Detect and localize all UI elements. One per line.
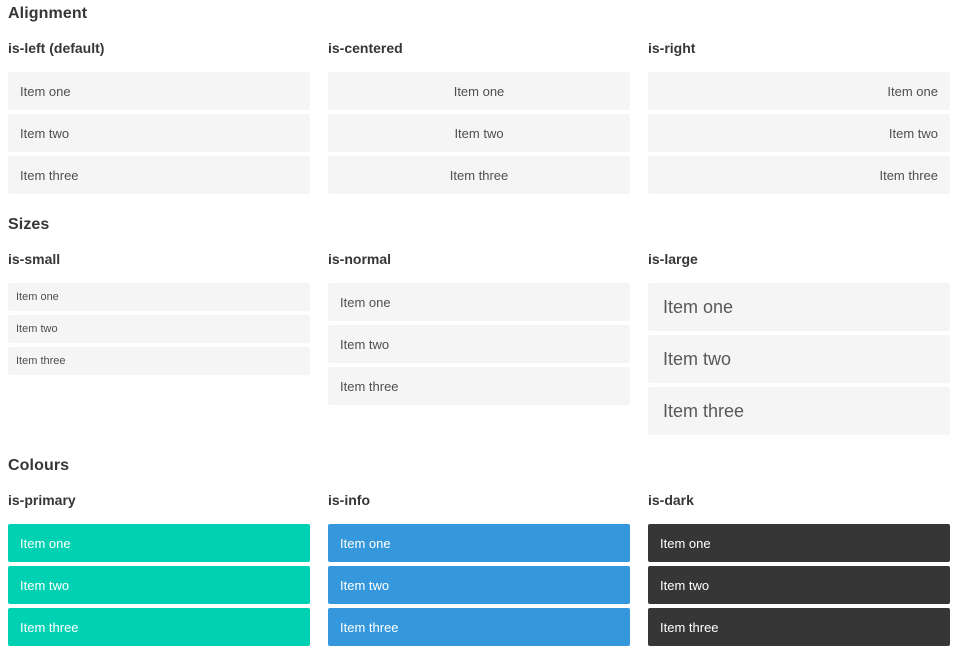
item-list: Item one Item two Item three (648, 283, 950, 435)
list-item[interactable]: Item one (648, 72, 950, 110)
item-list: Item one Item two Item three (8, 72, 310, 194)
item-list: Item one Item two Item three (328, 524, 630, 646)
item-list: Item one Item two Item three (328, 283, 630, 405)
list-item[interactable]: Item one (8, 283, 310, 311)
variant-label: is-right (648, 40, 696, 56)
demo-column-small: is-small Item one Item two Item three (8, 234, 310, 375)
list-item[interactable]: Item three (328, 367, 630, 405)
list-item[interactable]: Item three (328, 156, 630, 194)
item-list: Item one Item two Item three (8, 283, 310, 375)
list-item[interactable]: Item three (648, 608, 950, 646)
item-list: Item one Item two Item three (8, 524, 310, 646)
demo-column-large: is-large Item one Item two Item three (648, 234, 950, 435)
demo-section: Alignment is-left (default) Item one Item… (8, 4, 950, 194)
list-item[interactable]: Item one (328, 283, 630, 321)
demo-column-right: is-right Item one Item two Item three (648, 23, 950, 194)
item-list: Item one Item two Item three (328, 72, 630, 194)
variant-label: is-dark (648, 492, 694, 508)
item-list: Item one Item two Item three (648, 72, 950, 194)
list-item[interactable]: Item three (8, 347, 310, 375)
demo-column-left: is-left (default) Item one Item two Item t… (8, 23, 310, 194)
list-item[interactable]: Item one (648, 283, 950, 331)
variant-label: is-left (default) (8, 40, 105, 56)
list-item[interactable]: Item two (8, 114, 310, 152)
list-item[interactable]: Item three (8, 156, 310, 194)
list-item[interactable]: Item three (648, 387, 950, 435)
list-item[interactable]: Item two (8, 315, 310, 343)
variant-label: is-centered (328, 40, 403, 56)
item-list: Item one Item two Item three (648, 524, 950, 646)
variant-label: is-small (8, 251, 61, 267)
section-title: Alignment (8, 5, 88, 22)
section-title: Sizes (8, 216, 50, 233)
demo-column-info: is-info Item one Item two Item three (328, 475, 630, 646)
variant-label: is-normal (328, 251, 392, 267)
demo-column-primary: is-primary Item one Item two Item three (8, 475, 310, 646)
list-item[interactable]: Item one (648, 524, 950, 562)
list-item[interactable]: Item two (648, 335, 950, 383)
section-title: Colours (8, 457, 70, 474)
list-item[interactable]: Item two (8, 566, 310, 604)
list-item[interactable]: Item three (328, 608, 630, 646)
section-columns: is-left (default) Item one Item two Item t… (8, 23, 950, 194)
list-item[interactable]: Item three (8, 608, 310, 646)
list-item[interactable]: Item one (328, 524, 630, 562)
list-item[interactable]: Item three (648, 156, 950, 194)
demo-section: Sizes is-small Item one Item two Item thre… (8, 215, 950, 435)
list-item[interactable]: Item two (648, 114, 950, 152)
demo-section: Colours is-primary Item one Item two Item … (8, 456, 950, 646)
variant-label: is-large (648, 251, 698, 267)
list-item[interactable]: Item two (328, 566, 630, 604)
list-item[interactable]: Item two (648, 566, 950, 604)
list-item[interactable]: Item one (8, 72, 310, 110)
demo-column-normal: is-normal Item one Item two Item three (328, 234, 630, 405)
variant-label: is-primary (8, 492, 76, 508)
demo-column-dark: is-dark Item one Item two Item three (648, 475, 950, 646)
list-item[interactable]: Item one (8, 524, 310, 562)
section-columns: is-small Item one Item two Item three is-n… (8, 234, 950, 435)
list-item[interactable]: Item two (328, 325, 630, 363)
variant-label: is-info (328, 492, 370, 508)
component-demo-page: Alignment is-left (default) Item one Item… (8, 4, 950, 646)
section-columns: is-primary Item one Item two Item three is… (8, 475, 950, 646)
list-item[interactable]: Item two (328, 114, 630, 152)
demo-column-centered: is-centered Item one Item two Item three (328, 23, 630, 194)
list-item[interactable]: Item one (328, 72, 630, 110)
